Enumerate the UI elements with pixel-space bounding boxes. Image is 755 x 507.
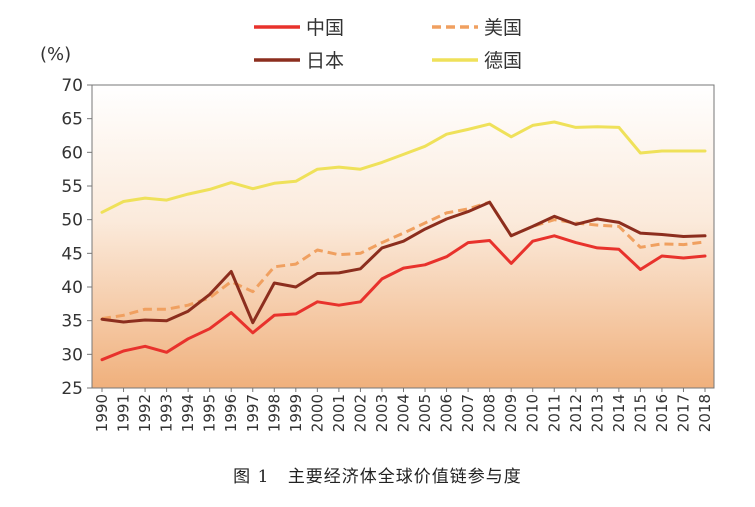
x-tick-label: 2015 [631,394,649,432]
x-tick-label: 2008 [481,394,499,432]
x-tick-label: 2009 [502,394,520,432]
x-tick-label: 1994 [179,394,197,432]
legend-label-3: 德国 [484,50,522,72]
x-tick-label: 2001 [330,394,348,432]
x-tick-label: 1990 [93,394,111,432]
x-tick-label: 1992 [136,394,154,432]
legend-label-0: 中国 [306,17,344,39]
y-tick-label: 65 [61,110,83,130]
x-tick-label: 2014 [610,394,628,432]
x-tick-label: 2010 [524,394,542,432]
x-tick-label: 2018 [696,394,714,432]
x-tick-label: 2005 [416,394,434,432]
x-tick-label: 1999 [287,394,305,432]
x-tick-label: 2013 [588,394,606,432]
x-tick-label: 2016 [653,394,671,432]
x-tick-label: 1998 [265,394,283,432]
series-group [100,120,707,362]
x-tick-label: 2002 [351,394,369,432]
y-tick-label: 70 [61,76,83,96]
figure-number: 图 1 [233,467,270,487]
y-tick-label: 30 [61,345,83,365]
x-tick-label: 1997 [244,394,262,432]
x-tick-label: 2004 [395,394,413,432]
series-line-3 [100,120,707,214]
legend-label-2: 日本 [306,50,344,72]
plot-area [91,84,715,389]
y-tick-label: 45 [61,244,83,264]
legend-label-1: 美国 [484,17,522,39]
x-tick-label: 2003 [373,394,391,432]
y-axis-unit: (%) [40,44,71,65]
y-axis: 25 30 35 40 45 50 55 60 65 70 [61,76,92,399]
x-tick-label: 2007 [459,394,477,432]
figure-caption: 图 1 主要经济体全球价值链参与度 [0,462,755,487]
x-tick-label: 2006 [438,394,456,432]
x-tick-label: 2012 [567,394,585,432]
x-tick-label: 2000 [308,394,326,432]
y-tick-label: 35 [61,312,83,332]
y-tick-label: 50 [61,211,83,231]
series-line-0 [100,234,707,362]
y-tick-label: 55 [61,177,83,197]
figure-title: 主要经济体全球价值链参与度 [287,467,522,487]
x-tick-label: 1993 [158,394,176,432]
y-tick-label: 60 [61,143,83,163]
x-tick-label: 1991 [115,394,133,432]
y-tick-label: 25 [61,379,83,399]
x-tick-label: 1996 [222,394,240,432]
x-tick-label: 1995 [201,394,219,432]
y-tick-label: 40 [61,278,83,298]
series-line-2 [100,200,707,325]
x-axis: 1990 1991 1992 1993 1994 1995 1996 1997 1998 1999… [93,388,714,432]
x-tick-label: 2017 [674,394,692,432]
x-tick-label: 2011 [545,394,563,432]
